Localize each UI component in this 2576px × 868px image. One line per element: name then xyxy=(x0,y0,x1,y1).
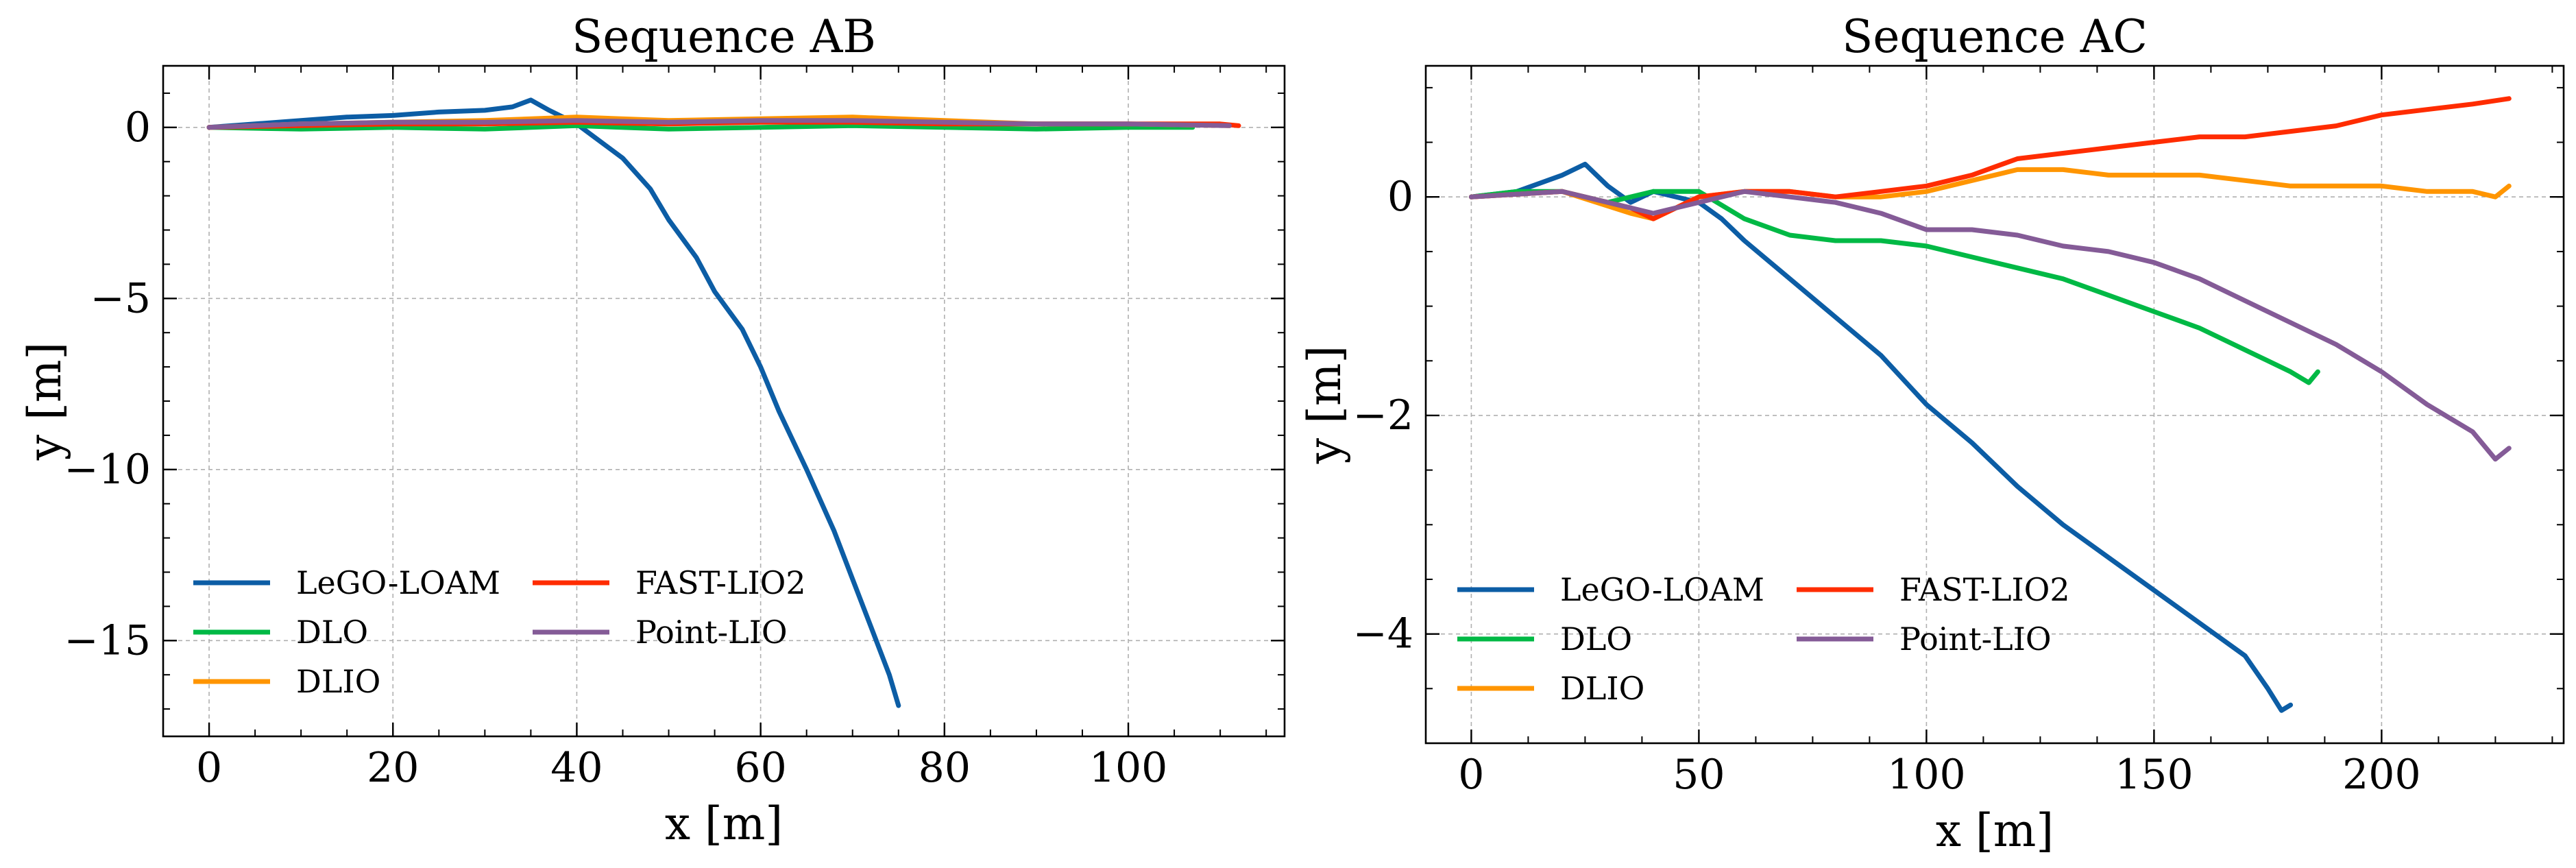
series-line-dlo xyxy=(1468,189,2320,385)
x-tick-label: 100 xyxy=(1089,744,1168,792)
y-tick-label: −10 xyxy=(64,446,151,494)
legend: LeGO-LOAM DLO DLIO FAST-LIO2 Point-LIO xyxy=(1457,571,2070,707)
y-tick-label: −4 xyxy=(1353,610,1413,658)
legend-label: FAST-LIO2 xyxy=(635,564,806,601)
legend-label: Point-LIO xyxy=(635,614,788,651)
y-tick-label: −5 xyxy=(90,274,151,322)
series-line-lego-loam xyxy=(206,97,901,708)
axes-frame xyxy=(162,64,1286,738)
x-tick-label: 40 xyxy=(550,744,603,792)
x-tick-label: 150 xyxy=(2115,751,2194,799)
series-line-dlo xyxy=(206,123,1195,132)
y-axis-label: y [m] xyxy=(1298,346,1351,464)
panel-sequence-ac: 0 50 100 150 200 0 −2 −4 Sequence AC x [m] y [m] Le… xyxy=(1298,10,2565,857)
series-line-point-lio xyxy=(1468,189,2512,462)
x-tick-label: 100 xyxy=(1887,751,1966,799)
x-tick-label: 0 xyxy=(196,744,222,792)
ticks: 0 20 40 60 80 100 0 −5 −10 −15 xyxy=(64,66,1285,792)
panel-sequence-ab: 0 20 40 60 80 100 0 −5 −10 −15 Sequence AB x [m] y [… xyxy=(19,10,1286,850)
legend-label: DLO xyxy=(1560,620,1632,658)
ticks: 0 50 100 150 200 0 −2 −4 xyxy=(1353,66,2564,799)
grid xyxy=(1426,66,2564,743)
x-axis-label: x [m] xyxy=(665,797,783,850)
series-group xyxy=(206,97,1241,708)
plot-area xyxy=(163,66,1285,736)
x-tick-label: 60 xyxy=(734,744,786,792)
legend-label: FAST-LIO2 xyxy=(1899,571,2070,608)
chart-title: Sequence AC xyxy=(1842,10,2148,63)
y-tick-label: 0 xyxy=(125,104,151,152)
grid xyxy=(163,66,1285,736)
series-line-lego-loam xyxy=(1468,161,2294,713)
y-tick-label: 0 xyxy=(1387,173,1413,221)
legend-label: Point-LIO xyxy=(1899,620,2052,658)
series-line-point-lio xyxy=(206,118,1232,130)
legend-label: DLIO xyxy=(296,663,380,700)
axes-frame xyxy=(1424,64,2565,745)
x-tick-label: 20 xyxy=(367,744,419,792)
x-tick-label: 50 xyxy=(1673,751,1725,799)
chart-title: Sequence AB xyxy=(572,10,876,63)
series-group xyxy=(1468,96,2512,713)
x-tick-label: 200 xyxy=(2342,751,2421,799)
y-tick-label: −2 xyxy=(1353,391,1413,439)
legend-label: DLO xyxy=(296,614,368,651)
legend-label: LeGO-LOAM xyxy=(296,564,500,601)
x-axis-label: x [m] xyxy=(1936,804,2054,857)
y-axis-label: y [m] xyxy=(19,342,71,461)
legend-label: LeGO-LOAM xyxy=(1560,571,1764,608)
legend: LeGO-LOAM DLO DLIO FAST-LIO2 Point-LIO xyxy=(193,564,806,700)
x-tick-label: 0 xyxy=(1458,751,1484,799)
plot-area xyxy=(1426,66,2564,743)
y-tick-label: −15 xyxy=(64,616,151,664)
legend-label: DLIO xyxy=(1560,670,1644,707)
x-tick-label: 80 xyxy=(919,744,971,792)
